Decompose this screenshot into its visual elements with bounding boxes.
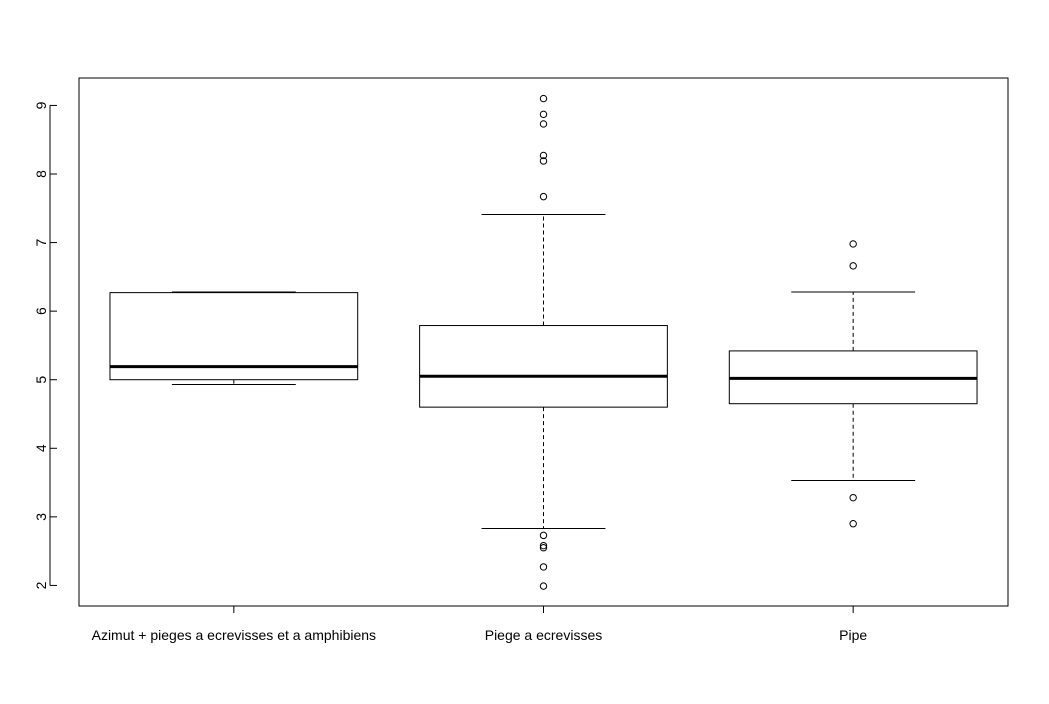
- outlier-point: [539, 541, 548, 550]
- outlier-point: [539, 192, 548, 201]
- y-axis: 2 3 4 5 6 7 8 9: [33, 101, 57, 589]
- outlier-point: [539, 582, 548, 590]
- outlier-point: [849, 493, 857, 502]
- iqr-box: [419, 325, 668, 408]
- box-group: [728, 240, 978, 528]
- y-tick-label: 4: [33, 444, 49, 452]
- outlier-point: [539, 120, 548, 128]
- outlier-point: [539, 531, 548, 540]
- x-tick-label: Pipe: [839, 627, 867, 643]
- y-tick-label: 5: [33, 376, 49, 384]
- y-tick-label: 7: [33, 238, 49, 246]
- x-axis: Azimut + pieges a ecrevisses et a amphib…: [92, 606, 867, 643]
- boxes: [109, 94, 978, 590]
- outlier-point: [849, 520, 857, 528]
- outlier-point: [539, 157, 548, 165]
- outlier-point: [539, 544, 548, 552]
- outlier-point: [539, 563, 548, 571]
- outlier-point: [539, 110, 548, 119]
- y-tick-label: 3: [33, 513, 49, 521]
- outlier-point: [849, 240, 857, 248]
- x-tick-label: Azimut + pieges a ecrevisses et a amphib…: [92, 627, 376, 643]
- x-tick-label: Piege a ecrevisses: [485, 627, 603, 643]
- y-tick-label: 6: [33, 307, 49, 315]
- box-group: [109, 291, 359, 386]
- outlier-point: [539, 94, 548, 103]
- box-group: [419, 94, 668, 590]
- y-tick-label: 9: [33, 101, 49, 109]
- outlier-point: [539, 151, 548, 160]
- y-tick-label: 2: [33, 581, 49, 589]
- outlier-point: [849, 262, 857, 270]
- y-tick-label: 8: [33, 170, 49, 178]
